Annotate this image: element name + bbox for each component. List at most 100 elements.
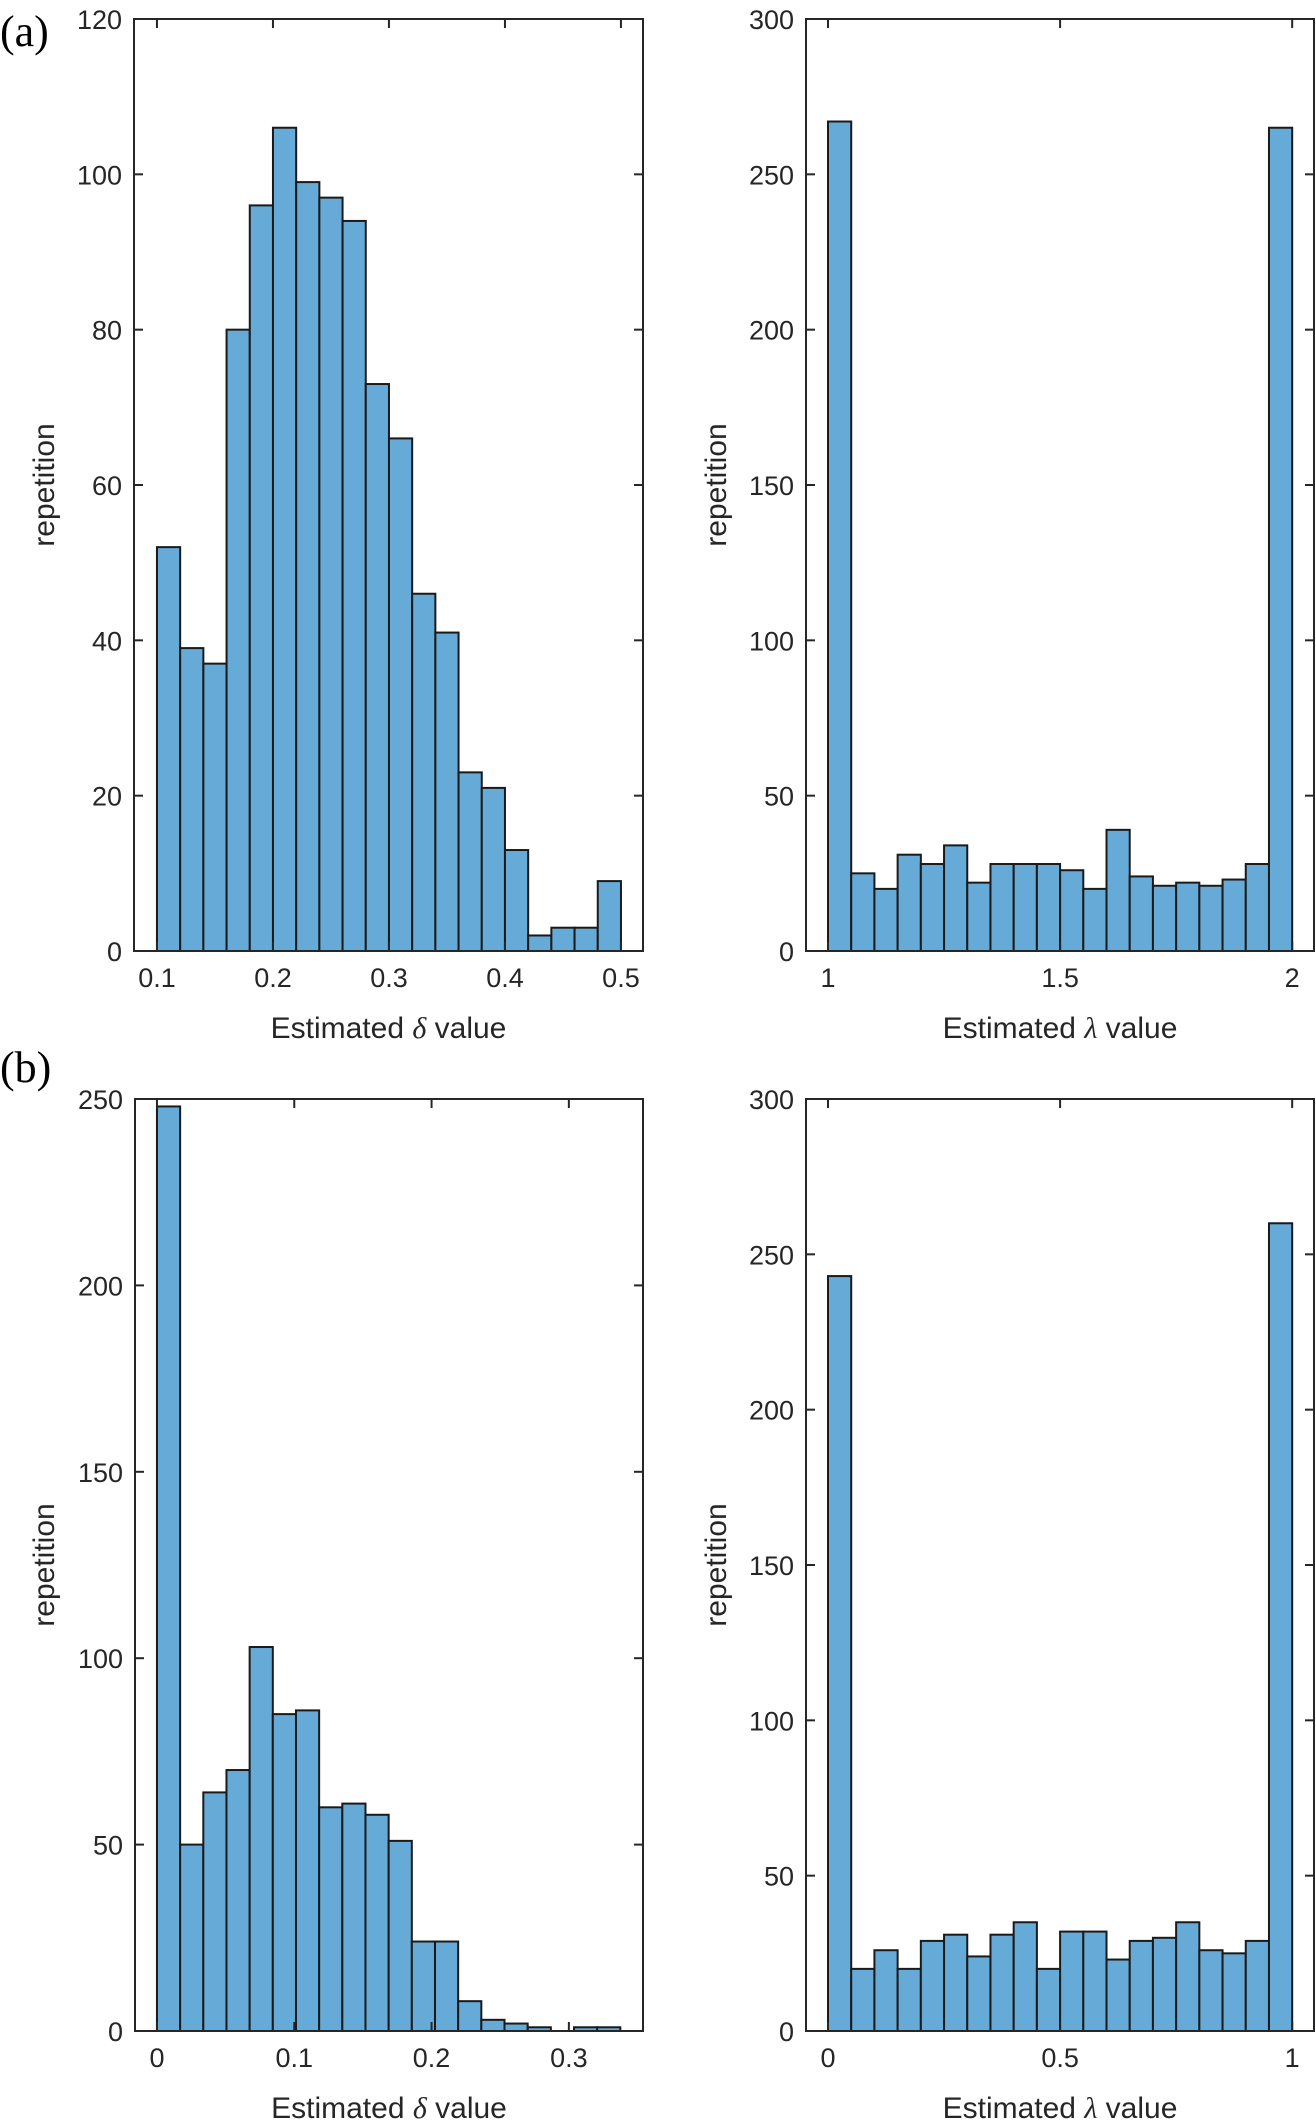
x-axis-label: Estimated δ value [271,1012,507,1045]
histogram-bar [480,786,506,953]
histogram-bar [873,1949,899,2033]
y-tick-label: 100 [749,626,794,656]
axes-box [805,18,1315,952]
histogram-bar [1082,887,1108,952]
histogram-bar [827,120,853,952]
histogram-bar [225,1769,251,2033]
histogram-bar [550,926,576,953]
histogram-bar [1221,878,1247,953]
histogram-bar [1105,828,1131,953]
x-axis-label: Estimated λ value [943,1012,1178,1045]
histogram-bar [1175,1921,1201,2033]
y-tick-label: 50 [764,782,794,812]
histogram-bar [896,1967,922,2033]
histogram-bar [1082,1930,1108,2032]
x-tick-label: 0.2 [254,963,292,993]
histogram-bar [295,181,321,953]
histogram-bar [943,844,969,953]
y-tick-label: 250 [78,1085,123,1115]
y-tick-label: 50 [93,1831,123,1861]
y-tick-label: 150 [78,1458,123,1488]
y-tick-label: 20 [92,782,122,812]
y-tick-label: 60 [92,471,122,501]
y-tick-label: 100 [78,1644,123,1674]
histogram-bar [411,592,437,952]
histogram-bar [966,881,992,952]
histogram-bar [873,887,899,952]
histogram-bar [1244,863,1270,952]
y-tick-label: 200 [78,1271,123,1301]
y-tick-label: 250 [749,160,794,190]
histogram-bar [1059,869,1085,953]
histogram-bar [155,1105,182,2033]
x-tick-label: 0.2 [413,2043,451,2073]
x-tick-label: 0.1 [138,963,176,993]
x-tick-label: 0.1 [275,2043,313,2073]
axes-box [805,1098,1315,2032]
y-tick-label: 0 [779,937,794,967]
y-tick-label: 300 [749,1085,794,1115]
histogram-bar [318,1806,344,2032]
x-axis-label-symbol: δ [412,1012,427,1045]
histogram-bar [1198,884,1224,953]
histogram-bar [434,631,460,952]
y-tick-label: 0 [107,937,122,967]
x-axis-label-suffix: value [426,1012,506,1045]
histogram-bar [1151,1936,1178,2033]
x-axis-label-prefix: Estimated [943,2092,1085,2123]
y-axis-label: repetition [700,1503,733,1626]
y-tick-label: 250 [749,1240,794,1270]
histogram-bar [1035,863,1062,952]
histogram-bar [294,1709,321,2032]
y-tick-label: 300 [749,5,794,35]
y-tick-label: 50 [764,1862,794,1892]
histogram-bars [155,1105,622,2033]
x-tick-label: 1 [1285,2043,1300,2073]
histogram-bar [248,204,274,952]
x-axis-label-suffix: value [1097,1012,1177,1045]
histogram-bars [155,126,622,953]
histogram-bar [318,196,344,952]
histogram-bar [1105,1958,1131,2032]
histogram-bar [596,880,622,952]
histogram-bar [966,1955,992,2032]
chart-a-lambda-histogram: 1 1.5 2 0 50 100 150 200 250 300 repetition Estima… [700,5,1315,1045]
x-tick-label: 0 [149,2043,164,2073]
histogram-bar [503,849,530,952]
histogram-bar [364,1813,390,2032]
x-tick-label: 0.5 [1041,2043,1079,2073]
histogram-bar [387,1839,413,2032]
y-axis-label: repetition [28,423,61,546]
histogram-bar [850,872,876,952]
histogram-bar [410,1940,436,2032]
histogram-bar [1198,1949,1224,2033]
histogram-bar [1035,1967,1062,2033]
histogram-bar [527,934,553,953]
y-tick-label: 150 [749,1551,794,1581]
histogram-bar [271,126,298,952]
x-tick-label: 0.3 [550,2043,588,2073]
histogram-bar [179,647,205,952]
x-tick-label: 0.4 [486,963,524,993]
histogram-bar [1128,875,1154,952]
chart-a-delta-histogram: 0.1 0.2 0.3 0.4 0.5 0 20 40 60 80 100 120 repetition… [28,5,644,1045]
histogram-bar [1012,1921,1038,2033]
histogram-bar [364,383,390,952]
histogram-bar [341,219,367,952]
histogram-bar [1267,126,1294,952]
x-axis-label-symbol: λ [1083,1012,1097,1045]
x-tick-label: 0 [820,2043,835,2073]
histogram-bar [989,1933,1015,2033]
x-tick-label: 2 [1285,963,1300,993]
histogram-bar [1128,1939,1154,2032]
x-axis-label: Estimated λ value [943,2092,1178,2123]
x-axis-label: Estimated δ value [271,2092,507,2123]
histogram-bar [943,1933,969,2033]
histogram-bar [248,1646,274,2032]
histogram-bar [271,1713,297,2032]
x-axis-label-prefix: Estimated [271,2092,413,2123]
y-tick-label: 100 [77,160,122,190]
histogram-bar [433,1940,460,2032]
histogram-bar [387,437,414,952]
panel-label-a: (a) [0,7,49,56]
